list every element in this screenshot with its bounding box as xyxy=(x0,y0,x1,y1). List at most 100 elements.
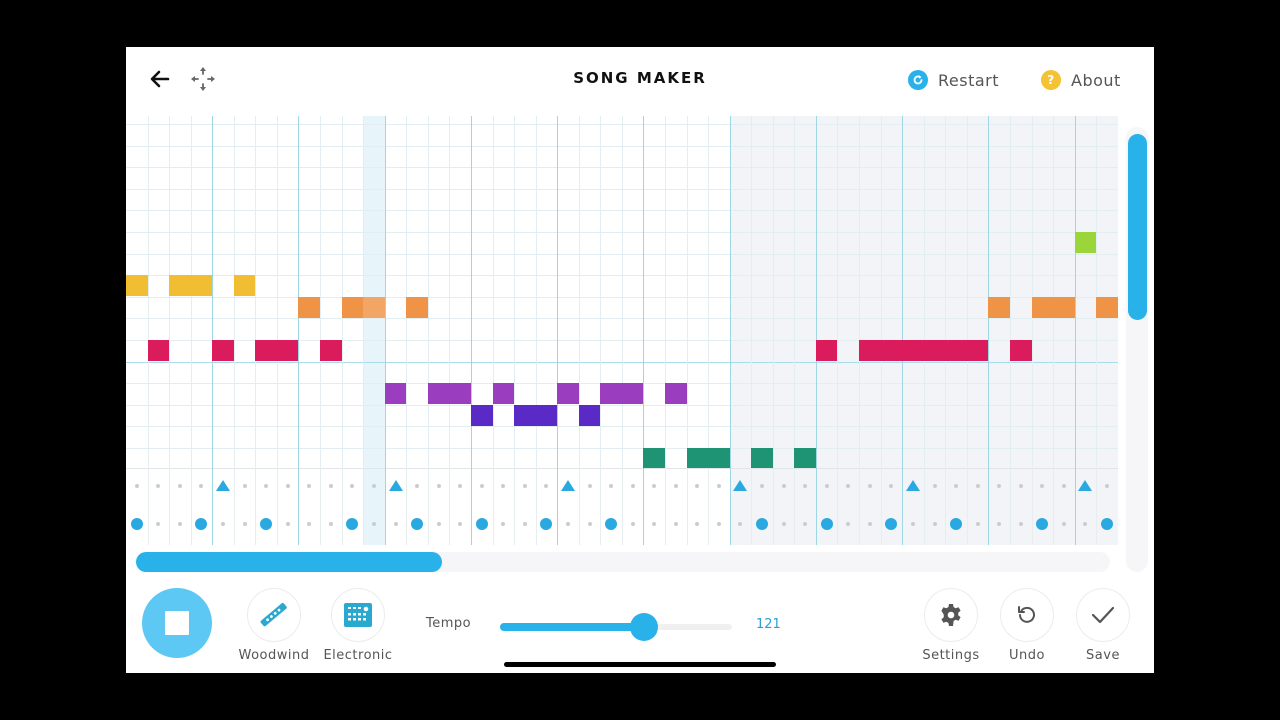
percussion-empty-dot[interactable] xyxy=(846,484,851,488)
percussion-empty-dot[interactable] xyxy=(544,484,549,488)
percussion-empty-dot[interactable] xyxy=(242,522,247,526)
percussion-empty-dot[interactable] xyxy=(264,484,269,488)
percussion-empty-dot[interactable] xyxy=(781,522,786,526)
percussion-circle-hit[interactable] xyxy=(130,518,143,530)
percussion-empty-dot[interactable] xyxy=(673,522,678,526)
percussion-empty-dot[interactable] xyxy=(803,522,808,526)
percussion-grid[interactable] xyxy=(126,468,1118,545)
note-cell[interactable] xyxy=(126,275,148,297)
note-cell[interactable] xyxy=(1009,340,1032,361)
percussion-circle-hit[interactable] xyxy=(260,518,273,530)
note-cell[interactable] xyxy=(751,448,773,468)
vertical-scrollbar-thumb[interactable] xyxy=(1128,134,1147,320)
note-cell[interactable] xyxy=(859,340,989,361)
percussion-empty-dot[interactable] xyxy=(565,522,570,526)
percussion-empty-dot[interactable] xyxy=(436,522,441,526)
note-cell[interactable] xyxy=(557,383,579,405)
percussion-empty-dot[interactable] xyxy=(371,484,376,488)
percussion-empty-dot[interactable] xyxy=(1018,522,1023,526)
percussion-empty-dot[interactable] xyxy=(307,522,312,526)
note-cell[interactable] xyxy=(255,340,299,361)
percussion-empty-dot[interactable] xyxy=(436,484,441,488)
percussion-empty-dot[interactable] xyxy=(975,484,980,488)
percussion-empty-dot[interactable] xyxy=(673,484,678,488)
percussion-empty-dot[interactable] xyxy=(393,522,398,526)
percussion-empty-dot[interactable] xyxy=(716,522,721,526)
percussion-triangle-hit[interactable] xyxy=(905,480,920,491)
stop-button[interactable] xyxy=(142,588,212,658)
percussion-circle-hit[interactable] xyxy=(820,518,833,530)
percussion-triangle-hit[interactable] xyxy=(733,480,748,491)
percussion-triangle-hit[interactable] xyxy=(560,480,575,491)
percussion-empty-dot[interactable] xyxy=(1018,484,1023,488)
percussion-empty-dot[interactable] xyxy=(695,522,700,526)
percussion-empty-dot[interactable] xyxy=(285,522,290,526)
percussion-empty-dot[interactable] xyxy=(587,484,592,488)
restart-button[interactable]: Restart xyxy=(908,68,999,92)
note-cell[interactable] xyxy=(514,404,558,426)
percussion-empty-dot[interactable] xyxy=(371,522,376,526)
note-cell[interactable] xyxy=(341,296,364,318)
percussion-empty-dot[interactable] xyxy=(1061,484,1066,488)
percussion-empty-dot[interactable] xyxy=(932,522,937,526)
percussion-empty-dot[interactable] xyxy=(824,484,829,488)
percussion-empty-dot[interactable] xyxy=(695,484,700,488)
percussion-empty-dot[interactable] xyxy=(1104,484,1109,488)
percussion-circle-hit[interactable] xyxy=(1100,518,1113,530)
note-cell[interactable] xyxy=(427,383,471,405)
percussion-empty-dot[interactable] xyxy=(156,522,161,526)
note-cell[interactable] xyxy=(169,275,213,297)
note-cell[interactable] xyxy=(665,383,687,405)
save-button[interactable] xyxy=(1076,588,1130,642)
percussion-triangle-hit[interactable] xyxy=(216,480,231,491)
percussion-circle-hit[interactable] xyxy=(540,518,553,530)
percussion-empty-dot[interactable] xyxy=(415,484,420,488)
note-cell[interactable] xyxy=(988,296,1010,318)
note-cell[interactable] xyxy=(492,383,515,405)
percussion-empty-dot[interactable] xyxy=(867,522,872,526)
percussion-empty-dot[interactable] xyxy=(954,484,959,488)
percussion-empty-dot[interactable] xyxy=(652,522,657,526)
percussion-empty-dot[interactable] xyxy=(630,484,635,488)
percussion-empty-dot[interactable] xyxy=(522,484,527,488)
percussion-empty-dot[interactable] xyxy=(609,484,614,488)
percussion-empty-dot[interactable] xyxy=(479,484,484,488)
percussion-empty-dot[interactable] xyxy=(889,484,894,488)
percussion-empty-dot[interactable] xyxy=(1083,522,1088,526)
percussion-empty-dot[interactable] xyxy=(177,484,182,488)
back-button[interactable] xyxy=(148,67,172,91)
percussion-empty-dot[interactable] xyxy=(932,484,937,488)
move-button[interactable] xyxy=(190,66,216,92)
percussion-circle-hit[interactable] xyxy=(756,518,769,530)
percussion-empty-dot[interactable] xyxy=(199,484,204,488)
note-cell[interactable] xyxy=(320,340,342,361)
percussion-empty-dot[interactable] xyxy=(307,484,312,488)
percussion-empty-dot[interactable] xyxy=(997,522,1002,526)
percussion-empty-dot[interactable] xyxy=(328,522,333,526)
percussion-circle-hit[interactable] xyxy=(885,518,898,530)
percussion-empty-dot[interactable] xyxy=(458,522,463,526)
note-cell[interactable] xyxy=(298,296,321,318)
percussion-empty-dot[interactable] xyxy=(1061,522,1066,526)
percussion-empty-dot[interactable] xyxy=(781,484,786,488)
note-cell[interactable] xyxy=(406,296,428,318)
percussion-empty-dot[interactable] xyxy=(867,484,872,488)
percussion-empty-dot[interactable] xyxy=(846,522,851,526)
percussion-circle-hit[interactable] xyxy=(1036,518,1049,530)
percussion-empty-dot[interactable] xyxy=(242,484,247,488)
percussion-empty-dot[interactable] xyxy=(501,484,506,488)
woodwind-instrument-button[interactable] xyxy=(247,588,301,642)
percussion-empty-dot[interactable] xyxy=(760,484,765,488)
percussion-empty-dot[interactable] xyxy=(910,522,915,526)
percussion-empty-dot[interactable] xyxy=(177,522,182,526)
percussion-empty-dot[interactable] xyxy=(328,484,333,488)
note-cell[interactable] xyxy=(384,383,407,405)
percussion-empty-dot[interactable] xyxy=(458,484,463,488)
percussion-circle-hit[interactable] xyxy=(346,518,359,530)
percussion-empty-dot[interactable] xyxy=(716,484,721,488)
note-cell[interactable] xyxy=(643,448,665,468)
percussion-empty-dot[interactable] xyxy=(630,522,635,526)
note-cell[interactable] xyxy=(233,275,256,297)
percussion-empty-dot[interactable] xyxy=(738,522,743,526)
percussion-circle-hit[interactable] xyxy=(475,518,488,530)
